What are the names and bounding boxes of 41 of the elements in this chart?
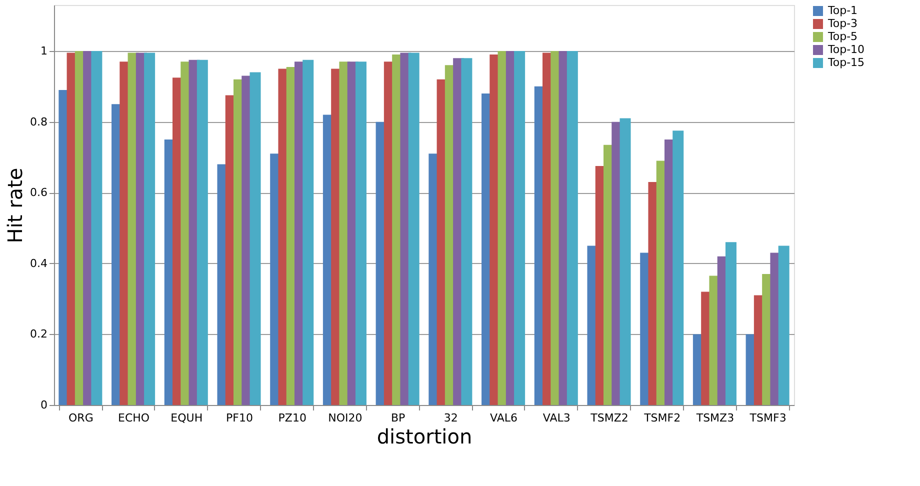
x-tick-label: ECHO bbox=[118, 412, 150, 424]
bar bbox=[196, 60, 208, 405]
bar bbox=[144, 52, 156, 405]
bar bbox=[566, 51, 578, 405]
x-axis-title: distortion bbox=[376, 424, 472, 448]
x-tick-label: PF10 bbox=[226, 412, 253, 424]
y-tick-label: 0.2 bbox=[30, 328, 48, 341]
legend-label: Top-3 bbox=[827, 17, 858, 30]
bar bbox=[620, 118, 631, 405]
x-tick-label: NOI20 bbox=[328, 412, 362, 424]
y-tick-label: 0.4 bbox=[30, 256, 48, 270]
y-tick-label: 0 bbox=[40, 398, 48, 412]
bar bbox=[725, 242, 736, 405]
legend-label: Top-5 bbox=[827, 30, 858, 43]
x-tick-label: VAL3 bbox=[542, 412, 570, 424]
bar bbox=[514, 51, 526, 405]
y-tick-label: 0.8 bbox=[30, 115, 48, 128]
x-tick-label: BP bbox=[390, 412, 406, 424]
bar bbox=[461, 58, 472, 405]
x-tick-label: TSMZ2 bbox=[590, 412, 628, 424]
bar bbox=[672, 130, 684, 405]
y-tick-label: 0.6 bbox=[30, 186, 48, 200]
bar bbox=[355, 62, 366, 405]
x-tick-label: PZ10 bbox=[278, 412, 306, 424]
y-axis-title: Hit rate bbox=[3, 168, 28, 244]
bar bbox=[302, 60, 314, 405]
legend-label: Top-15 bbox=[827, 56, 865, 69]
legend-label: Top-1 bbox=[827, 4, 858, 17]
x-tick-label: ORG bbox=[68, 412, 94, 424]
bar bbox=[91, 51, 102, 405]
bar bbox=[408, 52, 420, 405]
x-tick-label: TSMZ3 bbox=[695, 412, 734, 424]
bar bbox=[778, 246, 790, 405]
y-tick-label: 1 bbox=[40, 44, 48, 58]
x-tick-label: VAL6 bbox=[490, 412, 518, 424]
x-tick-label: TSMF3 bbox=[748, 412, 786, 424]
legend-label: Top-10 bbox=[827, 43, 865, 56]
x-tick-label: 32 bbox=[444, 412, 458, 424]
x-tick-label: EQUH bbox=[170, 412, 203, 424]
x-tick-label: TSMF2 bbox=[643, 412, 681, 424]
bar bbox=[250, 72, 261, 405]
